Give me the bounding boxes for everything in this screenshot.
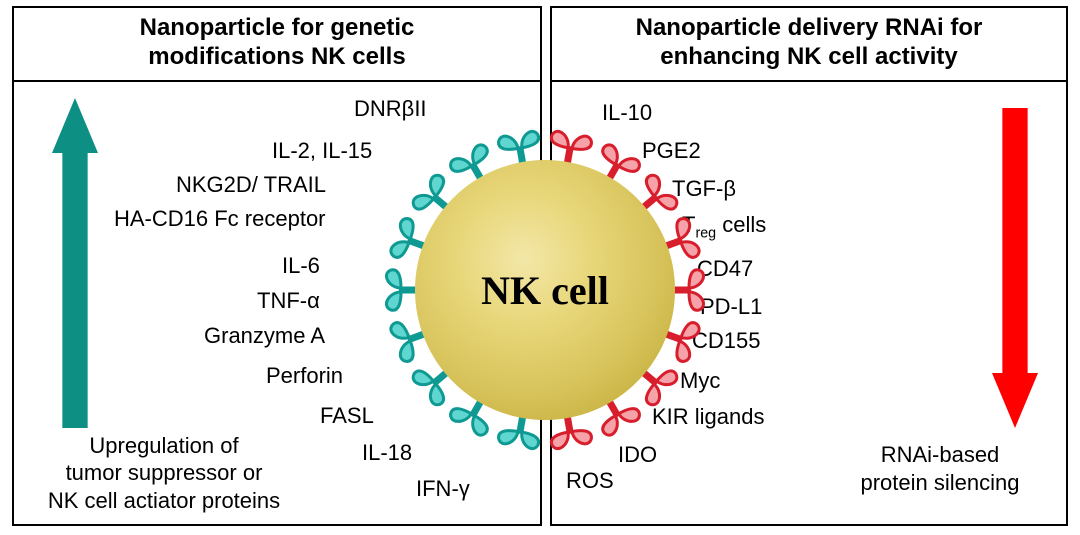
nk-cell-label: NK cell — [481, 267, 609, 314]
right-label: KIR ligands — [652, 404, 765, 430]
left-panel-title: Nanoparticle for genetic modifications N… — [14, 8, 540, 82]
right-label: IDO — [618, 442, 657, 468]
left-label: IL-18 — [362, 440, 412, 466]
right-label: ROS — [566, 468, 614, 494]
left-caption-l1: Upregulation of — [89, 433, 238, 458]
left-label: IL-2, IL-15 — [272, 138, 372, 164]
left-caption: Upregulation of tumor suppressor or NK c… — [24, 432, 304, 515]
right-label: TGF-β — [672, 176, 736, 202]
right-label: PGE2 — [642, 138, 701, 164]
nk-cell-circle: NK cell — [415, 160, 675, 420]
left-label: DNRβII — [354, 96, 427, 122]
right-title-line1: Nanoparticle delivery RNAi for — [636, 14, 983, 41]
left-label: TNF-α — [257, 288, 320, 314]
left-label: FASL — [320, 403, 374, 429]
left-title-line2: modifications NK cells — [148, 43, 405, 70]
left-label: IL-6 — [282, 253, 320, 279]
right-label: CD47 — [697, 256, 753, 282]
left-caption-l2: tumor suppressor or — [66, 460, 263, 485]
left-label: HA-CD16 Fc receptor — [114, 206, 326, 232]
down-arrow-icon — [982, 98, 1048, 438]
right-label: IL-10 — [602, 100, 652, 126]
left-label: Granzyme A — [204, 323, 325, 349]
right-caption-l2: protein silencing — [861, 470, 1020, 495]
right-panel-title: Nanoparticle delivery RNAi for enhancing… — [552, 8, 1066, 82]
left-title-line1: Nanoparticle for genetic — [140, 14, 415, 41]
right-caption-l1: RNAi-based — [881, 442, 1000, 467]
nk-cell-diagram: Nanoparticle for genetic modifications N… — [0, 0, 1080, 535]
right-caption: RNAi-based protein silencing — [830, 441, 1050, 496]
right-title-line2: enhancing NK cell activity — [660, 43, 957, 70]
left-label: NKG2D/ TRAIL — [176, 172, 326, 198]
right-label: Myc — [680, 368, 720, 394]
up-arrow-icon — [42, 88, 108, 438]
left-caption-l3: NK cell actiator proteins — [48, 488, 280, 513]
right-label: CD155 — [692, 328, 760, 354]
right-label: Treg cells — [682, 212, 766, 243]
left-label: Perforin — [266, 363, 343, 389]
left-label: IFN-γ — [416, 476, 470, 502]
right-label: PD-L1 — [700, 294, 762, 320]
